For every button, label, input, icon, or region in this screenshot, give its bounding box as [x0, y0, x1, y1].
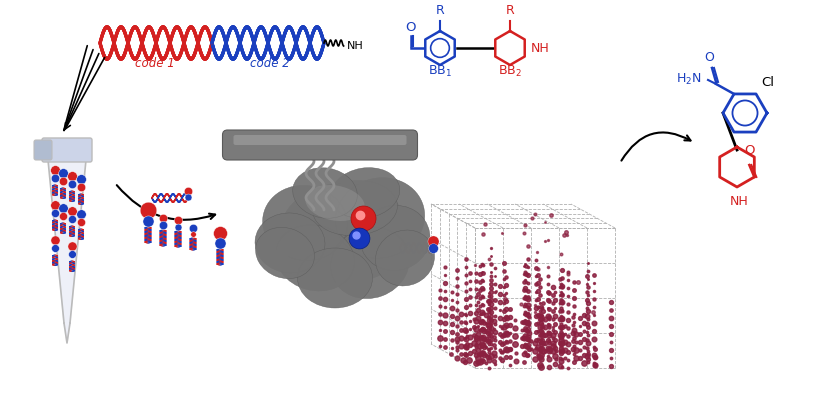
Ellipse shape	[360, 206, 430, 270]
Polygon shape	[64, 313, 70, 343]
Text: R: R	[505, 4, 514, 17]
Ellipse shape	[335, 178, 425, 258]
Ellipse shape	[330, 168, 400, 218]
Text: NH: NH	[730, 195, 749, 208]
Ellipse shape	[280, 183, 410, 283]
Ellipse shape	[256, 227, 314, 278]
Text: BB$_2$: BB$_2$	[498, 64, 522, 79]
Text: NH: NH	[531, 42, 550, 54]
Text: O: O	[704, 51, 714, 64]
Text: BB$_1$: BB$_1$	[428, 64, 452, 79]
Text: Cl: Cl	[761, 76, 774, 89]
Text: code 1: code 1	[135, 57, 175, 70]
Ellipse shape	[255, 213, 325, 273]
Text: O: O	[405, 21, 416, 34]
Ellipse shape	[292, 168, 357, 218]
Text: code 2: code 2	[250, 57, 290, 70]
Ellipse shape	[275, 225, 355, 291]
Ellipse shape	[331, 227, 410, 299]
Text: O: O	[744, 144, 754, 157]
FancyBboxPatch shape	[223, 130, 418, 160]
FancyBboxPatch shape	[233, 135, 406, 145]
Ellipse shape	[263, 185, 347, 261]
Text: NH: NH	[346, 41, 364, 51]
Text: R: R	[436, 4, 445, 17]
Ellipse shape	[297, 248, 373, 308]
Ellipse shape	[305, 185, 364, 221]
Text: H$_2$N: H$_2$N	[676, 73, 702, 87]
Ellipse shape	[313, 181, 397, 236]
Polygon shape	[49, 160, 85, 323]
FancyBboxPatch shape	[42, 138, 92, 162]
Ellipse shape	[375, 230, 435, 286]
FancyBboxPatch shape	[34, 140, 52, 160]
